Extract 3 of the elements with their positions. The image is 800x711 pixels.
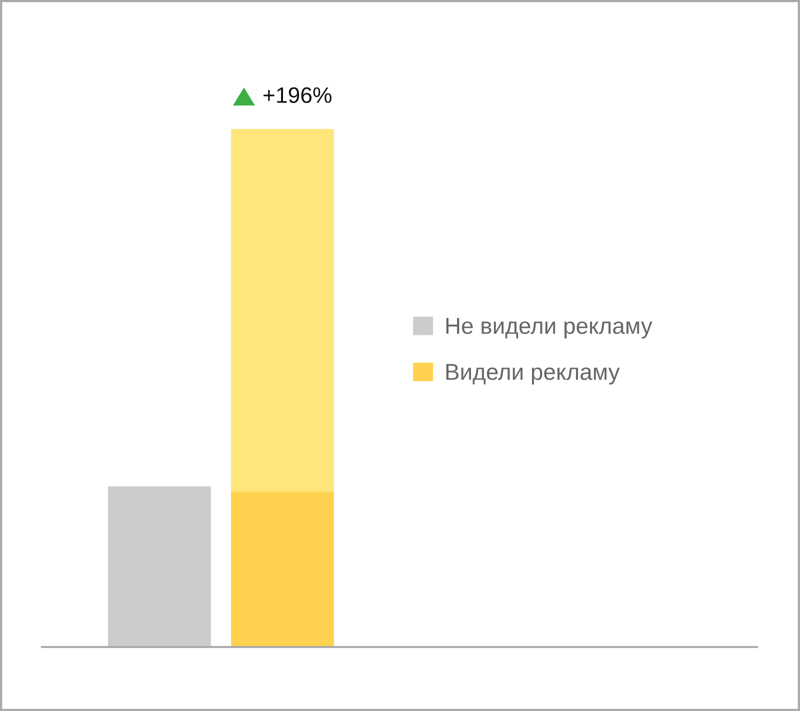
legend-label: Видели рекламу [446, 364, 620, 385]
legend-label: Не видели рекламу [446, 318, 652, 339]
text: +196% [264, 87, 332, 104]
